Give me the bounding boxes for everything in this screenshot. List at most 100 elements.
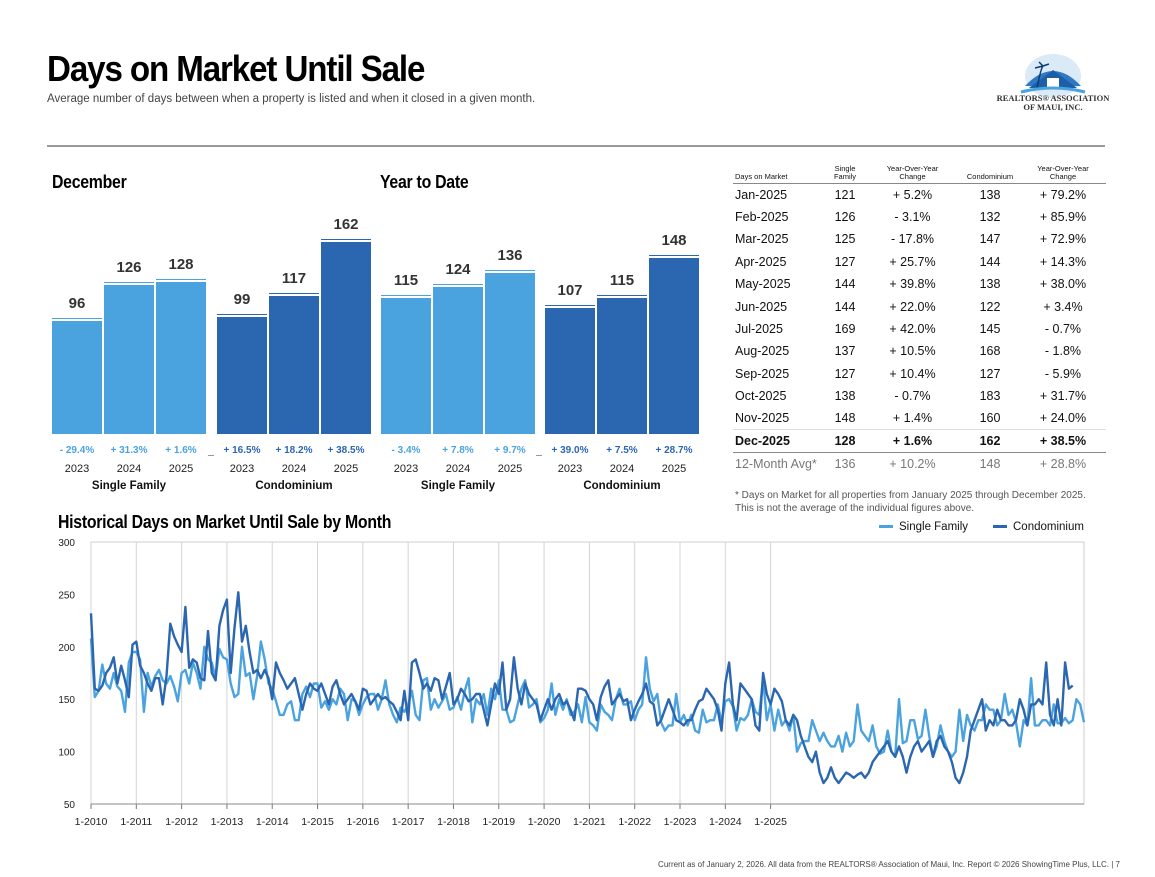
dec-sf-yoy-change: + 31.3%	[110, 445, 148, 456]
table-row: May-2025 144 + 39.8% 138 + 38.0%	[733, 273, 1106, 295]
cell-condo-yoy: + 85.9%	[1039, 210, 1087, 225]
header-sf: Single Family	[825, 165, 865, 184]
cell-sf: 138	[834, 389, 856, 404]
cell-condo-yoy: + 3.4%	[1043, 299, 1083, 314]
cell-month: Apr-2025	[735, 254, 787, 269]
cell-condo-yoy: + 24.0%	[1039, 411, 1087, 426]
dec-condo-year-label: 2025	[333, 463, 359, 475]
header-sf-yoy-label: Year-Over-Year Change	[886, 164, 939, 181]
x-tick-label: 1-2019	[482, 816, 515, 828]
dec-condo-yoy-change: + 18.2%	[275, 445, 313, 456]
cell-month: Jul-2025	[735, 322, 783, 337]
y-tick-label: 100	[58, 748, 75, 759]
dec-condo-bar-value: 99	[233, 291, 251, 309]
table-avg-row: 12-Month Avg* 136 + 10.2% 148 + 28.8%	[733, 451, 1106, 475]
header-condo: Condominium	[960, 165, 1020, 184]
cell-condo: 122	[979, 299, 1001, 314]
ytd-sf-bar-value: 115	[393, 272, 419, 289]
table-row: Dec-2025 128 + 1.6% 162 + 38.5%	[733, 429, 1106, 453]
dec-sf-bar	[156, 280, 206, 434]
cell-sf-yoy: + 25.7%	[889, 254, 936, 269]
ytd-condo-year-label: 2025	[661, 463, 687, 475]
cell-sf: 126	[834, 210, 856, 225]
cell-condo: 183	[979, 389, 1001, 404]
y-tick-label: 300	[58, 538, 75, 549]
ytd-sf-year-label: 2024	[445, 463, 471, 475]
dec-condo-year-label: 2024	[281, 463, 307, 475]
table-row: Apr-2025 127 + 25.7% 144 + 14.3%	[733, 251, 1106, 273]
table-row: Sep-2025 127 + 10.4% 127 - 5.9%	[733, 363, 1106, 385]
dec-sf-bar	[52, 318, 102, 434]
table-header-row: Days on Market Single Family Year-Over-Y…	[733, 165, 1106, 184]
cell-sf-yoy: + 5.2%	[892, 187, 933, 202]
dec-condo-bar	[217, 315, 267, 434]
header-divider	[47, 145, 1105, 147]
x-tick-label: 1-2018	[437, 816, 470, 828]
cell-sf: 144	[834, 277, 856, 292]
cell-month: Aug-2025	[735, 344, 790, 359]
x-tick-label: 1-2015	[301, 816, 334, 828]
legend-swatch-single-family	[879, 525, 893, 529]
ytd-sf-bar-value: 124	[445, 261, 471, 279]
group-separator	[208, 455, 214, 456]
x-tick-label: 1-2017	[392, 816, 425, 828]
cell-sf-yoy: - 0.7%	[894, 389, 931, 404]
x-tick-label: 1-2023	[664, 816, 697, 828]
legend-single-family: Single Family	[879, 521, 968, 533]
x-tick-label: 1-2025	[754, 816, 787, 828]
y-tick-label: 200	[58, 643, 75, 654]
ytd-heading: Year to Date	[380, 172, 469, 192]
y-tick-label: 50	[64, 800, 76, 811]
cell-sf-yoy: + 10.4%	[889, 366, 936, 381]
logo-line-2: OF MAUI, INC.	[1023, 102, 1083, 112]
table-row: Aug-2025 137 + 10.5% 168 - 1.8%	[733, 340, 1106, 362]
ytd-sf-bar	[485, 270, 535, 434]
ytd-sf-yoy-change: + 7.8%	[442, 445, 474, 456]
group-separator	[536, 455, 542, 456]
dec-sf-group-label: Single Family	[91, 480, 167, 492]
dec-sf-bar-value: 126	[116, 258, 142, 276]
cell-month: Jun-2025	[735, 299, 788, 314]
legend-label-condominium: Condominium	[1013, 521, 1084, 533]
series-line-single-family	[89, 638, 1086, 758]
cell-condo-yoy: + 72.9%	[1039, 232, 1087, 247]
cell-condo-yoy: + 79.2%	[1039, 187, 1087, 202]
cell-sf: 169	[834, 322, 856, 337]
ytd-condo-bar-value: 107	[557, 281, 583, 299]
header-condo-yoy-label: Year-Over-Year Change	[1037, 164, 1089, 181]
table-body: Jan-2025 121 + 5.2% 138 + 79.2% Feb-2025 126 - …	[733, 184, 1106, 475]
cell-condo: 144	[979, 254, 1001, 269]
table-row: Jul-2025 169 + 42.0% 145 - 0.7%	[733, 318, 1106, 340]
table-row: Nov-2025 148 + 1.4% 160 + 24.0%	[733, 407, 1106, 429]
association-logo	[1020, 54, 1086, 98]
cell-month: May-2025	[735, 277, 791, 292]
table-row: Jun-2025 144 + 22.0% 122 + 3.4%	[733, 295, 1106, 317]
ytd-sf-bar	[381, 296, 431, 434]
dec-sf-yoy-change: + 1.6%	[165, 445, 197, 456]
cell-month: Jan-2025	[735, 187, 788, 202]
dec-condo-bar-value: 162	[333, 215, 359, 233]
ytd-condo-bar-value: 148	[661, 232, 687, 250]
logo-text: REALTORS® ASSOCIATION OF MAUI, INC.	[993, 94, 1113, 112]
x-tick-label: 1-2024	[709, 816, 742, 828]
ytd-sf-yoy-change: - 3.4%	[391, 445, 421, 456]
dec-sf-year-label: 2023	[64, 463, 90, 475]
x-tick-label: 1-2011	[120, 816, 152, 828]
table-row: Oct-2025 138 - 0.7% 183 + 31.7%	[733, 385, 1106, 407]
x-tick-label: 1-2012	[165, 816, 198, 828]
dec-sf-year-label: 2024	[116, 463, 142, 475]
cell-condo-yoy: - 0.7%	[1044, 322, 1082, 337]
cell-condo: 160	[979, 411, 1001, 426]
dec-condo-bar	[269, 293, 319, 434]
ytd-sf-group-label: Single Family	[420, 480, 496, 492]
cell-condo-yoy: - 5.9%	[1044, 366, 1082, 381]
cell-sf: 125	[834, 232, 856, 247]
dec-condo-bar	[321, 239, 371, 434]
dec-sf-yoy-change: - 29.4%	[59, 445, 95, 456]
cell-month: Oct-2025	[735, 389, 787, 404]
cell-sf-yoy: + 10.2%	[865, 451, 960, 475]
x-tick-label: 1-2014	[256, 816, 289, 828]
cell-sf: 144	[834, 299, 856, 314]
header-month: Days on Market	[733, 165, 825, 184]
